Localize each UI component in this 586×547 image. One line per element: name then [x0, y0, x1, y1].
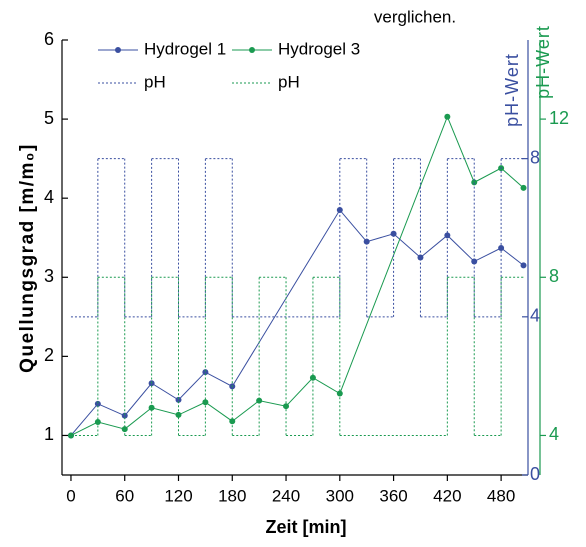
- x-tick-label: 0: [66, 486, 75, 505]
- point: [121, 412, 128, 419]
- x-tick-label: 60: [115, 486, 134, 505]
- x-axis-label: Zeit [min]: [266, 517, 347, 537]
- legend-marker: [115, 47, 121, 53]
- point: [175, 396, 182, 403]
- x-tick-label: 360: [379, 486, 407, 505]
- y3-tick-label: 8: [549, 266, 559, 286]
- y-axis-label: Quellungsgrad [m/m₀]: [17, 143, 38, 373]
- legend-marker: [249, 47, 255, 53]
- y-tick-label: 4: [44, 187, 54, 207]
- x-tick-label: 180: [218, 486, 246, 505]
- point: [390, 230, 397, 237]
- point: [444, 113, 451, 120]
- series-line: [70, 115, 524, 436]
- point: [229, 418, 236, 425]
- legend-label: pH: [144, 72, 166, 91]
- point: [256, 397, 263, 404]
- point: [471, 258, 478, 265]
- y3-tick-label: 12: [549, 108, 569, 128]
- legend-label: pH: [278, 72, 300, 91]
- legend-label: Hydrogel 3: [278, 39, 360, 58]
- x-tick-label: 420: [433, 486, 461, 505]
- x-tick-label: 480: [487, 486, 515, 505]
- point: [148, 404, 155, 411]
- y2-axis-label: pH-Wert: [502, 53, 522, 127]
- point: [202, 369, 209, 376]
- x-tick-label: 300: [326, 486, 354, 505]
- legend-label: Hydrogel 1: [144, 39, 226, 58]
- y2-tick-label: 0: [530, 464, 540, 484]
- series-line: [70, 209, 524, 436]
- y-tick-label: 1: [44, 424, 54, 444]
- point: [520, 262, 527, 269]
- point: [121, 426, 128, 433]
- x-tick-label: 240: [272, 486, 300, 505]
- y3-axis-label: pH-Wert: [533, 25, 553, 99]
- y2-tick-label: 4: [530, 306, 540, 326]
- y3-tick-label: 4: [549, 424, 559, 444]
- y-tick-label: 6: [44, 29, 54, 49]
- caption: verglichen.: [374, 7, 456, 26]
- point: [471, 179, 478, 186]
- point: [520, 184, 527, 191]
- point: [363, 238, 370, 245]
- point: [417, 254, 424, 261]
- y2-tick-label: 8: [530, 147, 540, 167]
- x-tick-label: 120: [164, 486, 192, 505]
- point: [336, 207, 343, 214]
- y-tick-label: 3: [44, 266, 54, 286]
- y-tick-label: 2: [44, 345, 54, 365]
- point: [94, 400, 101, 407]
- y-tick-label: 5: [44, 108, 54, 128]
